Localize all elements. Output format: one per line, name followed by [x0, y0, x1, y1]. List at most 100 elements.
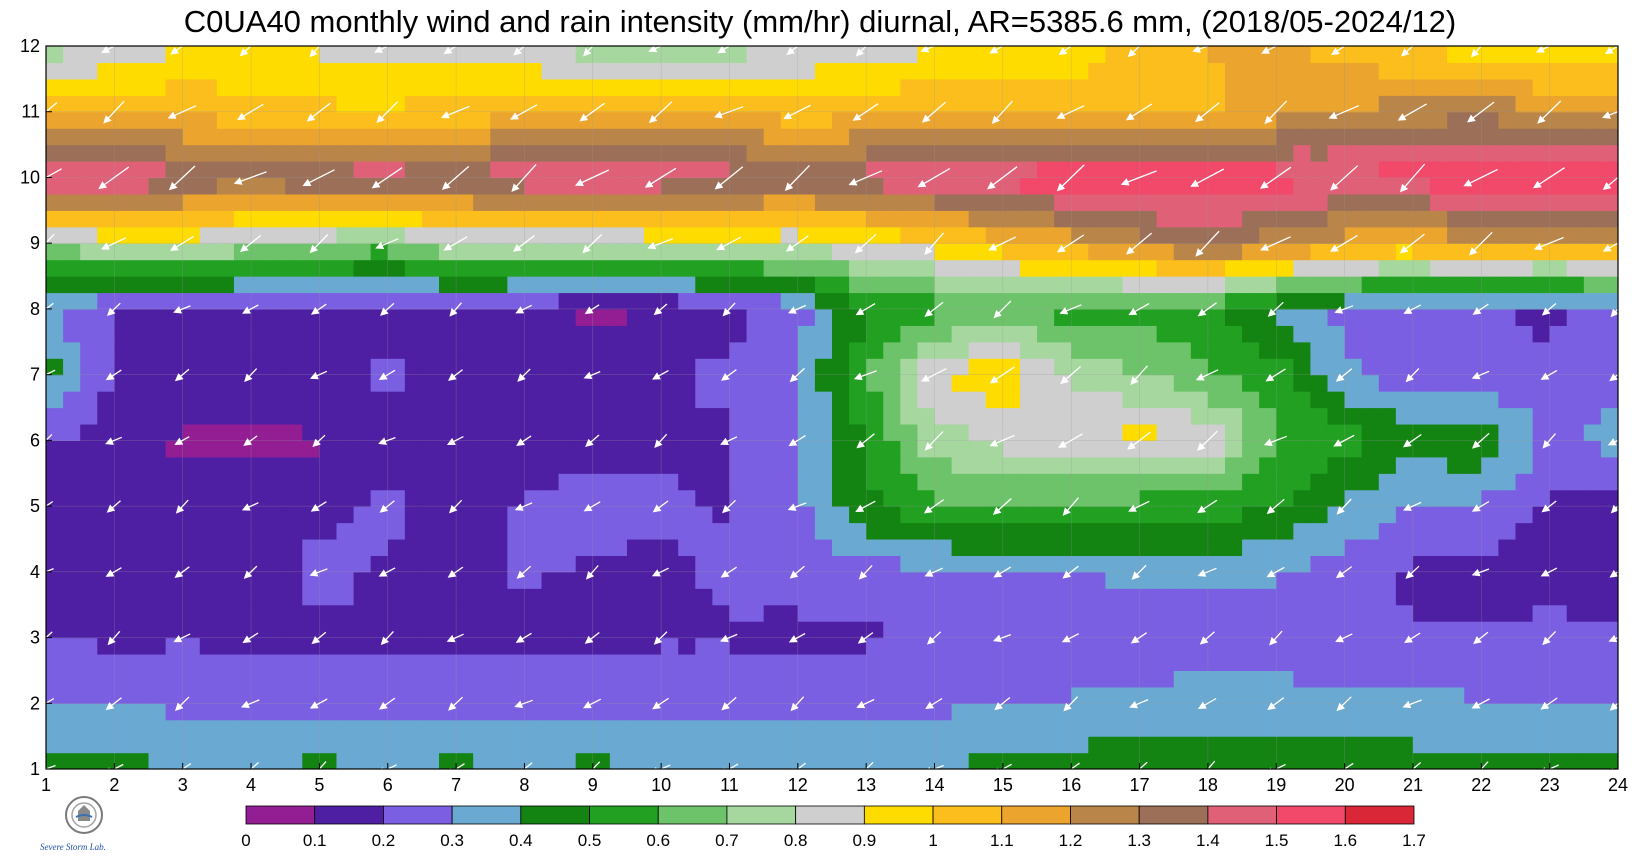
heat-cell — [849, 325, 867, 343]
heat-cell — [1088, 752, 1106, 769]
heat-cell — [1207, 506, 1226, 524]
heat-cell — [1156, 325, 1175, 343]
wind-arrow — [1197, 567, 1217, 577]
heat-cell — [302, 653, 320, 672]
heat-cell — [558, 144, 577, 162]
heat-cell — [1105, 358, 1124, 376]
heat-cell — [832, 456, 850, 474]
heat-cell — [541, 62, 560, 80]
heat-cell — [985, 407, 1004, 425]
heat-cell — [985, 719, 1004, 737]
heat-cell — [1037, 686, 1055, 704]
heat-cell — [490, 752, 508, 769]
heat-cell — [968, 128, 987, 146]
heat-cell — [1139, 292, 1158, 310]
heat-cell — [1498, 538, 1517, 556]
heat-cell — [763, 358, 782, 376]
heat-cell — [456, 128, 474, 146]
heat-cell — [1173, 62, 1192, 80]
heat-cell — [473, 588, 491, 606]
heat-cell — [1293, 62, 1312, 80]
heat-cell — [1088, 161, 1106, 179]
heat-cell — [353, 259, 372, 277]
heat-cell — [473, 226, 491, 244]
heat-cell — [1310, 752, 1329, 769]
heat-cell — [1002, 440, 1021, 458]
heat-cell — [1190, 752, 1209, 769]
heat-cell — [404, 325, 423, 343]
heat-cell — [592, 588, 611, 606]
heat-cell — [199, 506, 218, 524]
heat-cell — [832, 719, 850, 737]
wind-arrow — [722, 499, 736, 514]
heat-cell — [456, 292, 474, 310]
heat-cell — [302, 193, 320, 211]
heat-cell — [319, 522, 338, 540]
heat-cell — [421, 571, 440, 589]
heat-cell — [1037, 456, 1055, 474]
heat-cell — [814, 95, 833, 113]
heat-cell — [80, 522, 98, 540]
heat-cell — [1037, 670, 1055, 688]
heat-cell — [507, 325, 526, 343]
heat-cell — [883, 456, 901, 474]
heat-cell — [917, 604, 936, 622]
heat-cell — [1378, 193, 1397, 211]
wind-arrow — [1607, 438, 1618, 446]
heat-cell — [985, 177, 1004, 195]
heat-cell — [1071, 423, 1089, 441]
heat-cell — [746, 506, 765, 524]
heat-cell — [712, 752, 731, 769]
heat-cell — [507, 621, 526, 639]
heat-cell — [353, 588, 372, 606]
heat-cell — [1327, 128, 1346, 146]
wind-arrow — [917, 168, 951, 188]
heat-cell — [729, 456, 748, 474]
heat-cell — [199, 621, 218, 639]
heat-cell — [1481, 391, 1499, 409]
heat-cell — [1310, 571, 1329, 589]
heat-cell — [370, 456, 389, 474]
heat-cell — [917, 128, 936, 146]
heat-cell — [524, 456, 543, 474]
heat-cell — [985, 440, 1004, 458]
heat-cell — [832, 276, 850, 294]
colorbar-swatch — [1138, 805, 1209, 825]
heat-cell — [1190, 374, 1209, 392]
heat-cell — [473, 653, 491, 672]
heat-cell — [353, 111, 372, 129]
heat-cell — [900, 440, 919, 458]
heat-cell — [473, 637, 491, 655]
heat-cell — [1378, 621, 1397, 639]
heat-cell — [814, 308, 833, 326]
heat-cell — [746, 161, 765, 179]
x-tick-label: 18 — [1198, 775, 1218, 795]
heat-cell — [1515, 703, 1534, 721]
heat-cell — [1498, 46, 1517, 64]
heat-cell — [866, 325, 884, 343]
heat-cell — [336, 703, 355, 721]
heat-cell — [1549, 341, 1568, 359]
heat-cell — [490, 358, 508, 376]
heat-cell — [1327, 456, 1346, 474]
heat-cell — [1600, 243, 1618, 261]
heat-cell — [1190, 653, 1209, 672]
heat-cell — [917, 325, 936, 343]
heat-cell — [1037, 276, 1055, 294]
colorbar-legend: 0 0.1 0.2 0.3 0.4 0.5 0.6 0.7 0.8 0.9 1 1.1 1.2 1.3 1.… — [241, 805, 1426, 850]
wind-arrow — [1261, 46, 1278, 54]
heat-cell — [883, 440, 901, 458]
heat-cell — [609, 292, 628, 310]
heat-cell — [1054, 391, 1072, 409]
heat-cell — [763, 46, 782, 64]
heat-cell — [900, 736, 919, 754]
heat-cell — [1190, 292, 1209, 310]
heat-cell — [558, 46, 577, 64]
heat-cell — [575, 259, 594, 277]
heat-cell — [592, 653, 611, 672]
heat-cell — [797, 374, 816, 392]
heat-cell — [490, 210, 508, 228]
heat-cell — [1071, 653, 1089, 672]
heat-cell — [165, 522, 184, 540]
heat-cell — [1122, 588, 1141, 606]
